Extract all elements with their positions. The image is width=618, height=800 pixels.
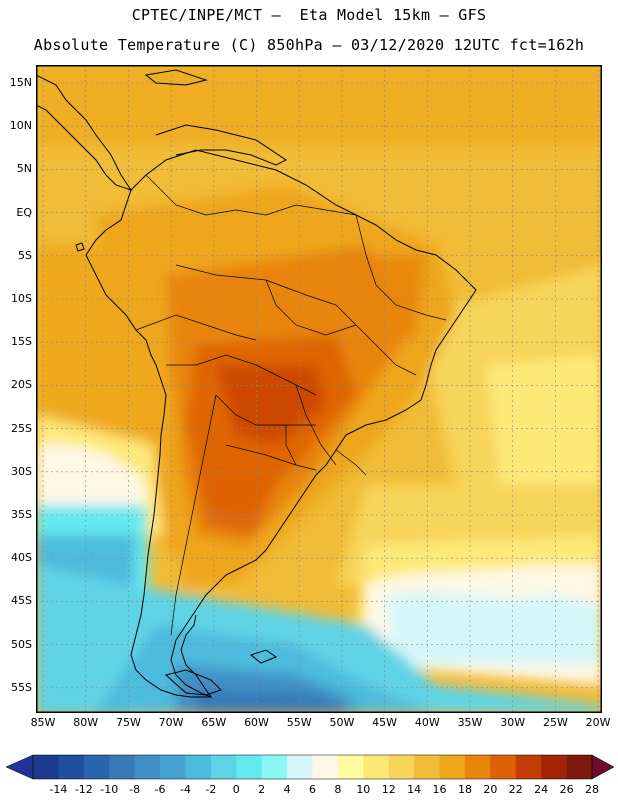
colorbar-swatch — [160, 755, 186, 779]
title-line-2: Absolute Temperature (C) 850hPa – 03/12/… — [33, 36, 585, 54]
colorbar-tick-label: 2 — [258, 783, 266, 796]
graticule — [36, 65, 602, 713]
colorbar-max-arrow — [591, 754, 615, 780]
colorbar-tick-label: 20 — [483, 783, 498, 796]
latitude-label: 15N — [9, 76, 32, 89]
colorbar-tick-label: 24 — [534, 783, 549, 796]
latitude-label: 10N — [9, 119, 32, 133]
colorbar-swatch — [287, 755, 313, 779]
colorbar-tick-label: 14 — [407, 783, 422, 796]
longitude-label: 45W — [372, 716, 398, 729]
latitude-label: 15S — [11, 335, 32, 349]
colorbar-swatch — [33, 755, 59, 779]
coastline — [36, 69, 477, 699]
latitude-label: 45S — [11, 594, 32, 608]
colorbar-tick-label: -12 — [74, 783, 93, 796]
longitude-label: 25W — [542, 716, 568, 729]
colorbar-swatch — [261, 755, 288, 779]
longitude-label: 60W — [244, 716, 269, 729]
colorbar-swatch — [185, 755, 212, 779]
colorbar-frame — [32, 754, 593, 780]
longitude-label: 50W — [329, 716, 355, 729]
colorbar-swatch — [58, 755, 85, 779]
colorbar-min-arrow — [5, 754, 34, 780]
colorbar-tick-label: 10 — [356, 783, 371, 796]
colorbar-swatch — [490, 755, 517, 779]
longitude-label: 30W — [500, 716, 526, 729]
colorbar-tick-label: -2 — [205, 783, 217, 796]
colorbar-tick-label: -14 — [49, 783, 68, 796]
longitude-label: 55W — [286, 716, 312, 729]
colorbar-tick-label: 4 — [283, 783, 291, 796]
map-frame — [36, 65, 602, 713]
colorbar-tick-label: 22 — [508, 783, 523, 796]
colorbar-swatch — [464, 755, 491, 779]
colorbar-swatch — [337, 755, 364, 779]
title-line-1: CPTEC/INPE/MCT – Eta Model 15km – GFS — [131, 6, 487, 24]
colorbar-tick-label: 6 — [309, 783, 316, 796]
colorbar-swatch — [363, 755, 390, 779]
colorbar — [5, 754, 615, 780]
longitude-label: 70W — [158, 716, 184, 729]
latitude-label: 25S — [11, 421, 32, 435]
colorbar-swatch — [439, 755, 466, 779]
colorbar-swatch — [312, 755, 339, 779]
colorbar-swatch — [541, 755, 567, 779]
colorbar-swatch — [83, 755, 110, 779]
longitude-label: 40W — [414, 716, 440, 729]
colorbar-swatch — [414, 755, 440, 779]
colorbar-tick-label: 8 — [334, 783, 342, 796]
latitude-label: 35S — [11, 508, 32, 521]
longitude-label: 35W — [457, 716, 483, 729]
latitude-label: 5N — [16, 162, 32, 176]
colorbar-tick-label: -4 — [179, 783, 191, 796]
temperature-field — [36, 65, 602, 713]
colorbar-swatch — [134, 755, 161, 779]
latitude-label: 55S — [11, 680, 32, 694]
country-borders — [135, 174, 447, 636]
colorbar-tick-label: 28 — [585, 783, 599, 796]
colorbar-swatch — [109, 755, 135, 779]
colorbar-tick-label: 12 — [381, 783, 396, 796]
latitude-label: 5S — [18, 248, 32, 262]
colorbar-tick-label: -8 — [129, 783, 141, 796]
colorbar-swatch — [566, 755, 593, 779]
longitude-label: 65W — [201, 716, 227, 729]
colorbar-swatch — [388, 755, 415, 779]
colorbar-tick-label: -6 — [154, 783, 166, 796]
latitude-label: 30S — [11, 464, 32, 478]
colorbar-swatch — [236, 755, 262, 779]
latitude-label: EQ — [16, 205, 32, 219]
longitude-label: 20W — [585, 716, 611, 729]
colorbar-tick-label: 0 — [232, 783, 240, 796]
longitude-label: 80W — [73, 716, 99, 729]
longitude-label: 75W — [115, 716, 141, 729]
longitude-label: 85W — [30, 716, 56, 729]
colorbar-swatch — [210, 755, 237, 779]
temperature-map — [36, 65, 602, 713]
latitude-label: 20S — [11, 378, 32, 392]
latitude-label: 40S — [11, 551, 32, 565]
colorbar-tick-label: -10 — [100, 783, 119, 796]
latitude-label: 10S — [11, 292, 32, 305]
colorbar-tick-label: 16 — [432, 783, 447, 796]
latitude-label: 50S — [11, 637, 32, 651]
colorbar-swatch — [515, 755, 542, 779]
colorbar-tick-label: 18 — [457, 783, 472, 796]
colorbar-tick-label: 26 — [559, 783, 574, 796]
